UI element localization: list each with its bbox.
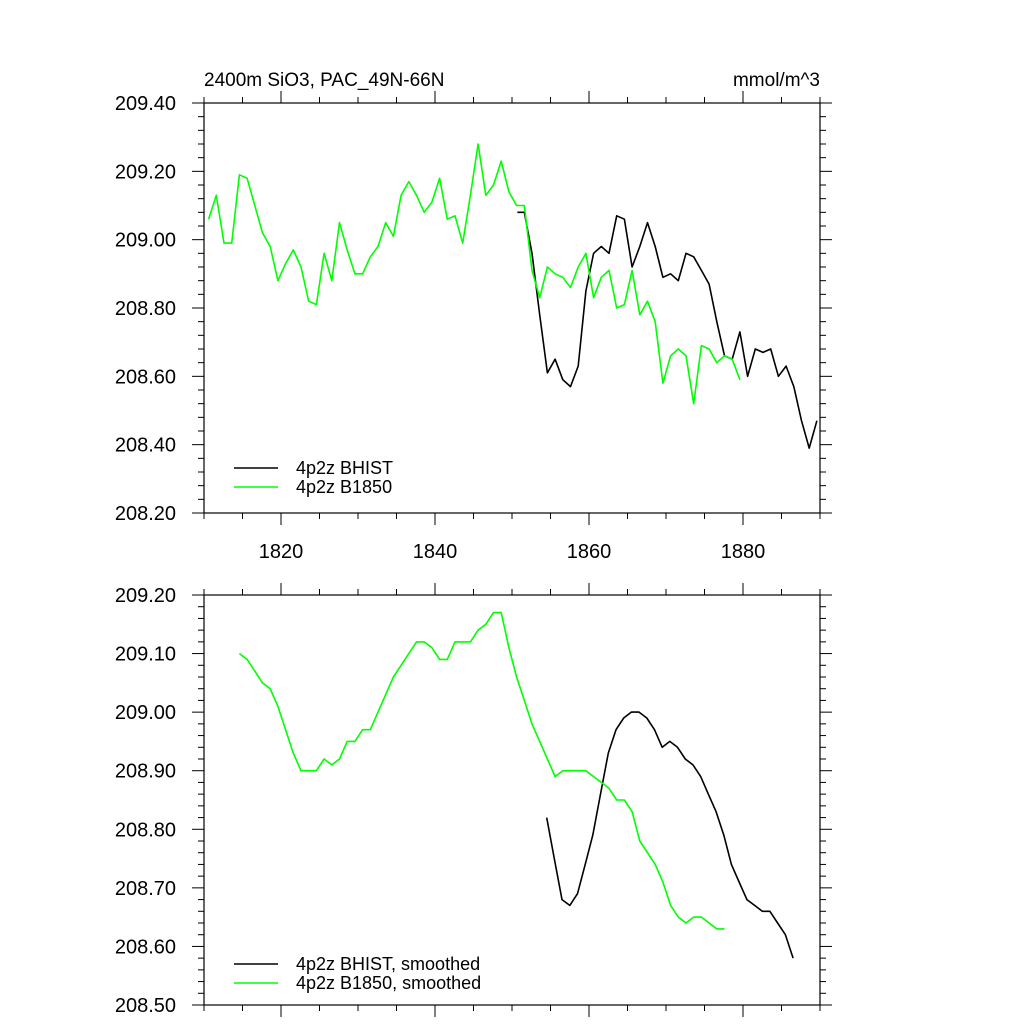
bottom-panel: 208.50 208.60 208.70 208.80 208.90 209.00 209.…: [115, 583, 832, 1017]
x-tick-label: 1840: [413, 541, 458, 563]
series-line-0: [545, 711, 794, 959]
legend-label: 4p2z B1850, smoothed: [296, 973, 481, 993]
units-label: mmol/m^3: [733, 70, 820, 91]
y-tick-label: 209.20: [115, 161, 176, 183]
y-tick-label: 208.20: [115, 503, 176, 525]
y-tick-label: 209.00: [115, 702, 176, 724]
y-tick-label: 208.40: [115, 435, 176, 457]
y-tick-label: 209.00: [115, 230, 176, 252]
y-tick-label: 208.70: [115, 878, 176, 900]
legend-label: 4p2z B1850: [296, 477, 392, 497]
y-tick-label: 209.40: [115, 93, 176, 115]
y-tick-label: 209.10: [115, 644, 176, 666]
y-tick-label: 208.80: [115, 819, 176, 841]
x-tick-label: 1880: [721, 541, 766, 563]
series-line-1: [207, 143, 741, 405]
legend-label: 4p2z BHIST: [296, 458, 393, 478]
legend-label: 4p2z BHIST, smoothed: [296, 954, 480, 974]
x-tick-label: 1820: [259, 541, 304, 563]
y-tick-label: 209.20: [115, 585, 176, 607]
x-tick-label: 1860: [567, 541, 612, 563]
series-line-0: [517, 211, 818, 449]
plot-frame: [203, 102, 821, 514]
top-panel: 1820 1840 1860 1880 208.20 208.40 208.60 208.80…: [115, 91, 832, 563]
series-line-1: [238, 611, 725, 930]
chart-title: 2400m SiO3, PAC_49N-66N: [204, 70, 444, 91]
y-tick-label: 208.80: [115, 298, 176, 320]
y-tick-label: 208.50: [115, 995, 176, 1017]
y-tick-label: 208.60: [115, 366, 176, 388]
y-tick-label: 208.60: [115, 936, 176, 958]
y-tick-label: 208.90: [115, 761, 176, 783]
